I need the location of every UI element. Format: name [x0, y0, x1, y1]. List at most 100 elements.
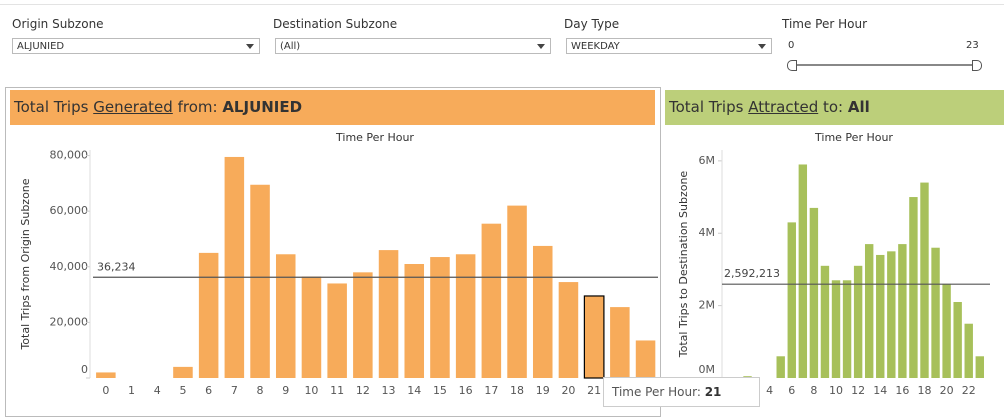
slider-label: Time Per Hour [782, 17, 868, 31]
x-tick-label: 17 [484, 384, 498, 397]
x-tick-label: 10 [304, 384, 318, 397]
bar [876, 254, 885, 378]
y-axis-title: Total Trips from Origin Subzone [19, 178, 32, 350]
bar [250, 184, 270, 378]
x-tick-label: 0 [102, 384, 109, 397]
x-tick-label: 14 [873, 384, 887, 397]
x-tick-label: 12 [851, 384, 865, 397]
bar [327, 283, 347, 378]
bar [909, 197, 918, 378]
slider-handle[interactable] [787, 60, 797, 71]
y-tick-label: 60,000 [50, 204, 89, 217]
panel-header: Total Trips Attracted to: All [665, 90, 1004, 125]
bar [887, 251, 896, 378]
charts: Time Per Hour Total Trips from Origin Sub… [19, 131, 990, 397]
bar [430, 257, 450, 378]
bar [378, 250, 399, 378]
bar [96, 372, 116, 378]
tooltip: Time Per Hour: 21 [603, 377, 760, 407]
filter-label: Destination Subzone [273, 17, 398, 31]
y-tick-label: 40,000 [50, 260, 89, 273]
header-emphasis: Attracted [748, 98, 819, 116]
tooltip-value: 21 [704, 385, 722, 399]
x-tick-label: 5 [179, 384, 186, 397]
header-text: Total Trips [669, 98, 744, 116]
reference-label: 2,592,213 [724, 267, 780, 280]
reference-label: 36,234 [97, 260, 136, 273]
bar [532, 245, 553, 378]
bar [864, 244, 874, 378]
slider-track [792, 64, 976, 66]
x-tick-label: 1 [128, 384, 135, 397]
y-tick-label: 0M [699, 363, 716, 376]
x-tick-label: 4 [154, 384, 161, 397]
header-text: to: [823, 98, 844, 116]
header-emphasis: Generated [93, 98, 173, 116]
x-tick-label: 15 [433, 384, 447, 397]
x-tick-label: 18 [510, 384, 524, 397]
bar [481, 223, 502, 378]
y-tick-label: 4M [699, 226, 716, 239]
x-tick-label: 13 [382, 384, 396, 397]
x-tick-label: 6 [788, 384, 795, 397]
slider-handle[interactable] [972, 60, 982, 71]
header-value: All [847, 98, 870, 116]
slider-max: 23 [966, 40, 979, 51]
x-tick-label: 18 [917, 384, 931, 397]
bar [842, 280, 852, 378]
bar [931, 247, 940, 378]
bar [173, 366, 193, 378]
filter-label: Day Type [564, 17, 620, 31]
x-tick-label: 11 [330, 384, 344, 397]
dropdown[interactable]: WEEKDAY [566, 38, 772, 54]
x-tick-label: 16 [895, 384, 909, 397]
dropdown[interactable]: (All) [275, 38, 551, 54]
x-tick-label: 16 [459, 384, 473, 397]
header-value: ALJUNIED [222, 98, 303, 116]
bar [404, 264, 425, 378]
dropdown[interactable]: ALJUNIED [12, 38, 260, 54]
bar [975, 356, 984, 378]
x-tick-label: 8 [257, 384, 264, 397]
bar [558, 282, 579, 378]
tab-strip [0, 0, 1004, 5]
bar [583, 295, 605, 379]
bar [455, 254, 476, 378]
bar [898, 244, 907, 378]
filter-label: Origin Subzone [12, 17, 104, 31]
bar [275, 254, 296, 378]
x-tick-label: 14 [407, 384, 421, 397]
y-tick-label: 2M [699, 299, 716, 312]
bar [635, 340, 656, 378]
bar [776, 356, 785, 378]
header-text: from: [177, 98, 218, 116]
bar [942, 283, 951, 378]
x-tick-label: 8 [810, 384, 817, 397]
bar [831, 280, 841, 378]
x-tick-label: 4 [766, 384, 773, 397]
bar [353, 272, 373, 378]
bar [301, 276, 322, 378]
y-tick-label: 80,000 [50, 149, 89, 162]
tooltip-label: Time Per Hour: [612, 385, 701, 399]
bar [798, 164, 808, 378]
x-tick-label: 20 [561, 384, 575, 397]
x-tick-label: 10 [829, 384, 843, 397]
x-tick-label: 22 [962, 384, 976, 397]
axis-title: Time Per Hour [335, 131, 414, 144]
bar [224, 156, 245, 378]
panel-header: Total Trips Generated from: ALJUNIED [10, 90, 655, 125]
x-tick-label: 21 [587, 384, 601, 397]
y-tick-label: 0 [81, 363, 88, 376]
x-tick-label: 12 [356, 384, 370, 397]
header-text: Total Trips [14, 98, 89, 116]
x-tick-label: 19 [536, 384, 550, 397]
bar [820, 265, 830, 378]
x-tick-label: 20 [940, 384, 954, 397]
y-tick-label: 6M [699, 154, 716, 167]
bar [953, 302, 962, 378]
bar [809, 207, 819, 378]
bar [920, 182, 929, 378]
x-tick-label: 9 [282, 384, 289, 397]
